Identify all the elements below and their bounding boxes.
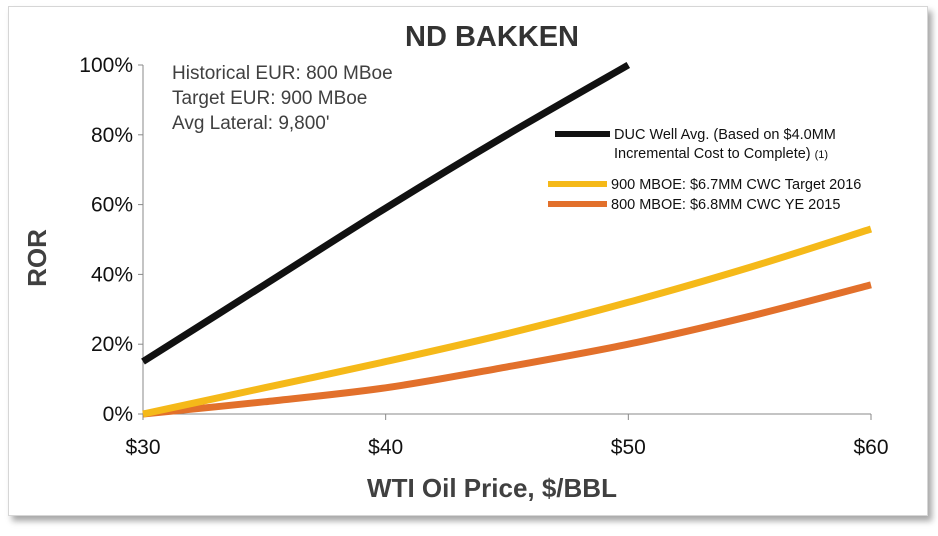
series-line-1 (142, 225, 873, 418)
series-line-0 (141, 61, 631, 365)
y-axis-title: ROR (22, 229, 52, 287)
legend-label: 800 MBOE: $6.8MM CWC YE 2015 (611, 197, 840, 213)
y-tick-label: 40% (91, 263, 133, 286)
chart-annotations: Historical EUR: 800 MBoe Target EUR: 900 … (172, 63, 393, 134)
y-tick-label: 60% (91, 194, 133, 217)
x-axis-ticks: $30 $40 $50 $60 (125, 414, 889, 459)
annotation-text: Avg Lateral: 9,800' (172, 113, 330, 134)
x-tick-label: $50 (611, 436, 646, 459)
legend-label: Incremental Cost to Complete) (1) (614, 146, 828, 162)
series-line-2 (142, 281, 872, 418)
y-tick-label: 80% (91, 124, 133, 147)
x-tick-label: $40 (368, 436, 403, 459)
chart-title: ND BAKKEN (405, 21, 579, 53)
legend-footnote: (1) (815, 149, 828, 161)
annotation-text: Target EUR: 900 MBoe (172, 88, 367, 109)
x-tick-label: $60 (853, 436, 888, 459)
y-tick-label: 0% (103, 403, 133, 426)
y-tick-label: 20% (91, 333, 133, 356)
y-tick-label: 100% (79, 54, 133, 77)
legend: DUC Well Avg. (Based on $4.0MM Incrementa… (548, 127, 861, 213)
legend-label: 900 MBOE: $6.7MM CWC Target 2016 (611, 177, 861, 193)
y-axis-ticks: 0% 20% 40% 60% 80% 100% (79, 54, 143, 426)
annotation-text: Historical EUR: 800 MBoe (172, 63, 393, 84)
legend-label: DUC Well Avg. (Based on $4.0MM (614, 127, 836, 143)
x-axis-title: WTI Oil Price, $/BBL (367, 473, 617, 503)
series-lines (141, 61, 873, 418)
x-tick-label: $30 (125, 436, 160, 459)
